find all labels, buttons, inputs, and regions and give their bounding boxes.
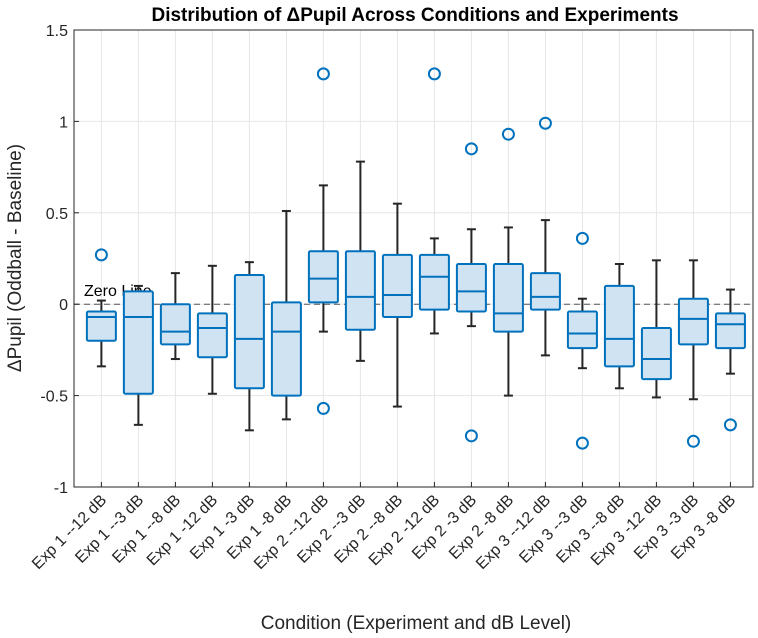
box-6 (270, 209, 302, 421)
y-tick-label: 0.5 (46, 206, 68, 223)
box-iqr (307, 250, 339, 304)
outlier-point (723, 418, 737, 432)
box-iqr (455, 262, 487, 313)
box-iqr (85, 310, 117, 342)
box-iqr (270, 301, 302, 397)
box-8 (344, 160, 376, 362)
outlier-point (464, 142, 478, 156)
box-4 (196, 264, 228, 395)
outlier-point (464, 429, 478, 443)
y-tick-label: 1 (59, 114, 68, 131)
box-17 (677, 259, 709, 448)
box-iqr (566, 310, 598, 350)
box-3 (159, 272, 191, 361)
box-14 (566, 231, 598, 450)
outlier-point (686, 434, 700, 448)
box-iqr (529, 272, 561, 311)
box-iqr (714, 312, 746, 350)
box-iqr (122, 290, 154, 395)
outlier-point (316, 401, 330, 415)
x-axis-label: Condition (Experiment and dB Level) (261, 613, 572, 634)
outlier-point (427, 67, 441, 81)
box-9 (381, 202, 413, 408)
box-5 (233, 261, 265, 432)
box-iqr (381, 253, 413, 318)
box-15 (603, 262, 635, 390)
box-10 (418, 67, 450, 335)
y-axis-label: ΔPupil (Oddball - Baseline) (5, 144, 26, 372)
outlier-point (94, 248, 108, 262)
box-series (85, 67, 746, 450)
outlier-point (575, 436, 589, 450)
y-tick-label: 0 (59, 297, 68, 314)
y-tick-label: 1.5 (46, 23, 68, 40)
outlier-point (575, 231, 589, 245)
chart-title: Distribution of ΔPupil Across Conditions… (151, 5, 678, 26)
box-13 (529, 116, 561, 357)
box-iqr (418, 253, 450, 311)
y-tick-label: -0.5 (40, 389, 68, 406)
box-iqr (233, 273, 265, 390)
box-18 (714, 288, 746, 432)
box-16 (640, 259, 672, 399)
box-iqr (492, 262, 524, 333)
box-iqr (344, 250, 376, 331)
y-tick-label: -1 (54, 480, 68, 497)
box-iqr (677, 297, 709, 346)
outlier-point (538, 116, 552, 130)
box-iqr (603, 284, 635, 368)
box-iqr (196, 312, 228, 359)
box-11 (455, 142, 487, 443)
box-12 (492, 127, 524, 397)
plot-frame (73, 29, 754, 488)
box-iqr (159, 303, 191, 346)
outlier-point (316, 67, 330, 81)
box-iqr (640, 326, 672, 381)
y-axis: -1 -0.5 0 0.5 1 1.5 (40, 23, 79, 497)
box-7 (307, 67, 339, 415)
box-1 (85, 248, 117, 368)
grid-lines (74, 29, 753, 488)
outlier-point (501, 127, 515, 141)
box-2 (122, 284, 154, 426)
